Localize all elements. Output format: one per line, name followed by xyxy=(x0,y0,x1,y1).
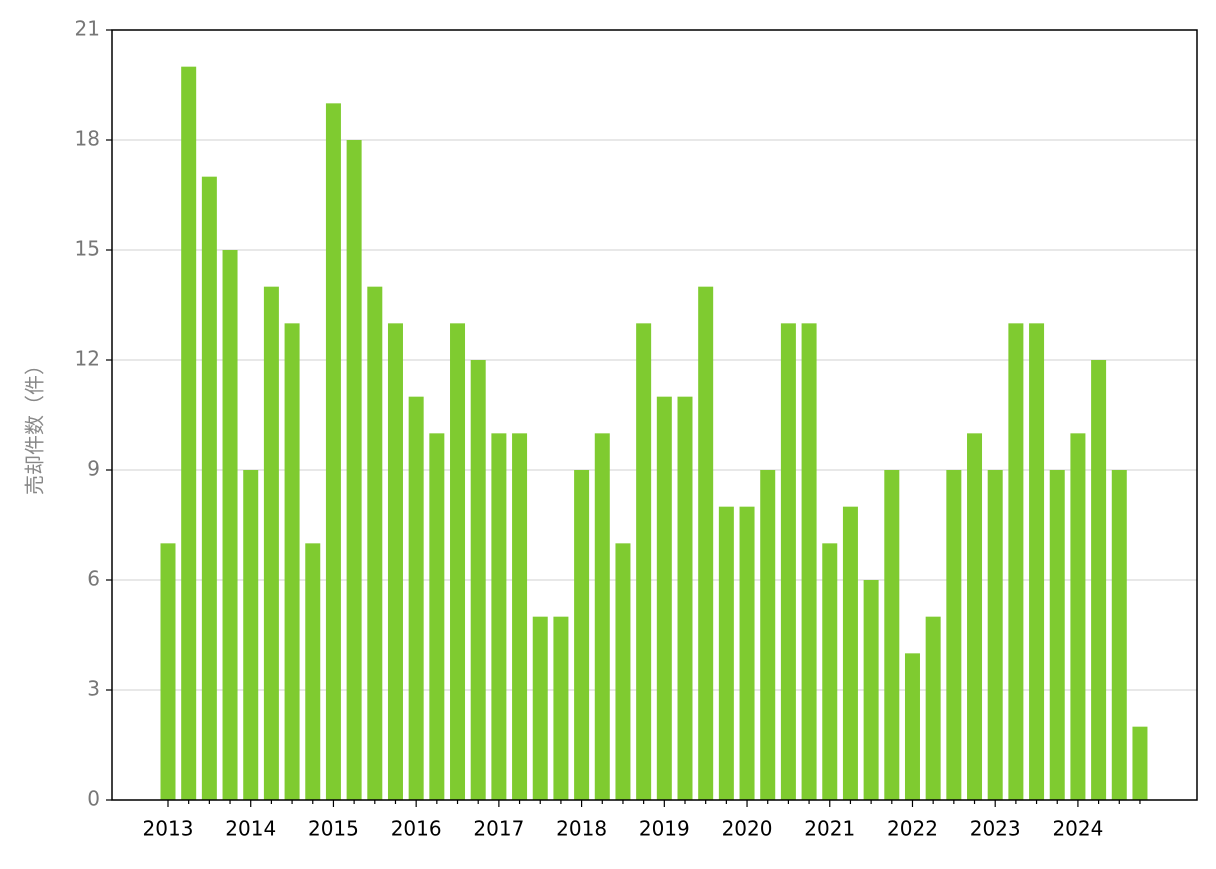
bar xyxy=(967,433,983,800)
bar xyxy=(1091,360,1107,800)
x-tick-label: 2014 xyxy=(225,817,276,841)
bar xyxy=(677,396,693,800)
x-tick-label: 2016 xyxy=(391,817,442,841)
y-tick-label: 3 xyxy=(87,677,100,701)
plot-frame xyxy=(111,29,1198,801)
bar xyxy=(636,323,652,800)
bar xyxy=(367,286,383,801)
bar xyxy=(450,323,466,800)
bar xyxy=(656,396,672,800)
bar xyxy=(491,433,507,800)
bar xyxy=(222,250,238,800)
bar xyxy=(1008,323,1024,800)
bar xyxy=(201,176,217,800)
x-tick-label: 2021 xyxy=(804,817,855,841)
bar xyxy=(780,323,796,800)
bar xyxy=(553,616,569,800)
bar xyxy=(1049,470,1065,800)
y-tick-label: 15 xyxy=(75,237,100,261)
y-tick-label: 12 xyxy=(75,347,100,371)
bar xyxy=(263,286,279,801)
bar xyxy=(387,323,403,800)
bar xyxy=(822,543,838,800)
bar xyxy=(305,543,321,800)
y-axis-label: 売却件数（件） xyxy=(23,355,47,495)
bar xyxy=(718,506,734,800)
x-tick-label: 2013 xyxy=(143,817,194,841)
bar xyxy=(698,286,714,801)
bar xyxy=(408,396,424,800)
bar xyxy=(1070,433,1086,800)
x-tick-label: 2024 xyxy=(1052,817,1103,841)
y-tick-label: 0 xyxy=(87,787,100,811)
x-tick-label: 2015 xyxy=(308,817,359,841)
bar xyxy=(325,103,341,801)
bar xyxy=(884,470,900,800)
bar xyxy=(1111,470,1127,800)
y-tick-label: 21 xyxy=(75,17,100,41)
bar xyxy=(1029,323,1045,800)
bar xyxy=(574,470,590,800)
y-tick-label: 6 xyxy=(87,567,100,591)
bar xyxy=(594,433,610,800)
bar xyxy=(181,66,197,800)
bar xyxy=(760,470,776,800)
bar xyxy=(946,470,962,800)
bar xyxy=(243,470,259,800)
bar xyxy=(739,506,755,800)
bar xyxy=(987,470,1003,800)
bar xyxy=(346,140,362,800)
bar xyxy=(429,433,445,800)
y-tick-label: 18 xyxy=(75,127,100,151)
bar xyxy=(801,323,817,800)
bar xyxy=(512,433,528,800)
x-tick-label: 2020 xyxy=(722,817,773,841)
x-tick-label: 2023 xyxy=(970,817,1021,841)
bar xyxy=(1132,726,1148,800)
bar xyxy=(925,616,941,800)
x-tick-label: 2019 xyxy=(639,817,690,841)
x-tick-label: 2017 xyxy=(473,817,524,841)
x-tick-label: 2022 xyxy=(887,817,938,841)
y-tick-label: 9 xyxy=(87,457,100,481)
bar xyxy=(160,543,176,800)
bar xyxy=(532,616,548,800)
bar xyxy=(615,543,631,800)
x-tick-label: 2018 xyxy=(556,817,607,841)
bar xyxy=(904,653,920,800)
bar xyxy=(863,580,879,800)
bar xyxy=(842,506,858,800)
bar xyxy=(470,360,486,800)
bar xyxy=(284,323,300,800)
